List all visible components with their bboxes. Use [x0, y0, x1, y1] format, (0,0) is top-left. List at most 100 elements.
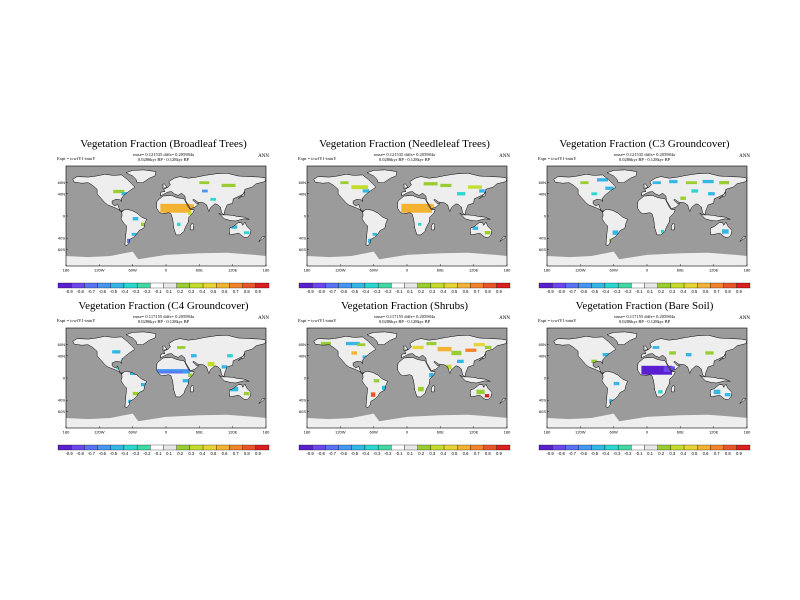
anomaly-layer	[320, 341, 492, 398]
anomaly-patch	[702, 179, 714, 184]
colorbar: -0.9 -0.8 -0.7 -0.6 -0.5 -0.4 -0.3 -0.2 -0.1 0.1 0…	[298, 444, 511, 456]
coastline-madagascar	[190, 222, 195, 231]
coastline-layer	[313, 169, 508, 246]
anomaly-patch	[484, 394, 490, 398]
coastline-madagascar	[431, 222, 436, 231]
colorbar-label: -0.9	[66, 451, 74, 456]
anomaly-patch	[445, 364, 452, 370]
ann-label: ANN	[739, 154, 750, 159]
colorbar-swatch	[697, 282, 711, 289]
anomaly-patch	[188, 373, 193, 377]
panel-title: Vegetation Fraction (Needleleaf Trees)	[319, 138, 490, 150]
anomaly-patch	[476, 389, 485, 395]
colorbar-swatch	[110, 282, 125, 289]
coastline-indonesia	[459, 212, 491, 222]
colorbar-label: 0.2	[658, 451, 664, 456]
colorbar-label: 0.3	[188, 451, 194, 456]
panel-title: Vegetation Fraction (Shrubs)	[340, 300, 469, 312]
colorbar-swatch	[552, 444, 566, 451]
lat-label: 60S	[58, 409, 65, 414]
anomaly-patch	[382, 385, 388, 391]
colorbar-label: -0.8	[318, 289, 326, 294]
lon-label: 120W	[94, 268, 105, 273]
coastline-greenland	[125, 331, 157, 345]
colorbar-swatch	[683, 282, 698, 289]
colorbar-swatch	[710, 444, 724, 451]
land-layer	[547, 169, 747, 266]
lon-label: 180	[304, 268, 311, 273]
colorbar-swatch	[578, 444, 592, 451]
time-range-label: 0.0286kyr BP - 0.128kyr BP	[378, 319, 431, 324]
continent-south-america	[362, 371, 388, 408]
colorbar-swatch	[202, 282, 217, 289]
anomaly-patch	[221, 365, 228, 369]
colorbar-label: 0.3	[188, 289, 194, 294]
expt-label: Expt = tcwfY1-tniuY	[57, 156, 96, 161]
lat-label: 60N	[58, 342, 65, 347]
coastline-north-america	[553, 174, 617, 212]
anomaly-patch	[141, 222, 146, 226]
anomaly-patch	[605, 186, 614, 190]
lat-label: 40N	[58, 353, 65, 358]
colorbar-swatch	[229, 444, 243, 451]
colorbar-label: 0.4	[440, 451, 446, 456]
panel-bare-soil: Vegetation Fraction (Bare Soil) rmse= 0.…	[537, 300, 752, 475]
coastline-north-america	[72, 174, 136, 212]
continent-north-america	[553, 336, 616, 374]
colorbar-swatch	[417, 282, 432, 289]
colorbar-swatch	[683, 444, 698, 451]
lon-label: 120W	[335, 430, 346, 435]
lat-label: 40N	[539, 191, 546, 196]
colorbar-label: -0.4	[602, 451, 610, 456]
lon-label: 60E	[677, 268, 684, 273]
lat-label: 40N	[299, 353, 306, 358]
coastline-south-america	[120, 371, 147, 408]
continent-antarctica	[547, 413, 747, 428]
colorbar-label: 0.1	[407, 289, 413, 294]
coastline-africa	[156, 357, 195, 398]
colorbar-label: 0.6	[222, 289, 228, 294]
colorbar-swatch	[670, 444, 685, 451]
anomaly-patch	[401, 203, 432, 213]
colorbar-swatch	[670, 282, 685, 289]
anomaly-patch	[722, 229, 729, 234]
colorbar-label: -0.3	[132, 289, 140, 294]
anomaly-patch	[468, 185, 482, 189]
coastline-madagascar	[190, 384, 195, 393]
lon-label: 180	[744, 268, 751, 273]
lat-label: 0	[304, 376, 307, 381]
colorbar-swatch	[710, 282, 724, 289]
colorbar: -0.9 -0.8 -0.7 -0.6 -0.5 -0.4 -0.3 -0.2 -0.1 0.1 0…	[57, 444, 270, 456]
colorbar-swatch	[97, 444, 111, 451]
colorbar-swatch	[57, 282, 72, 289]
coastline-eurasia	[401, 172, 508, 216]
coastline-japan	[238, 352, 246, 361]
ann-label: ANN	[739, 316, 750, 321]
colorbar-label: 0.9	[496, 451, 502, 456]
coastline-uk	[403, 345, 408, 351]
coastline-uk	[403, 183, 408, 189]
anomaly-patch	[652, 346, 660, 349]
anomaly-patch	[437, 346, 452, 352]
panel-title: Vegetation Fraction (C4 Groundcover)	[78, 300, 249, 312]
time-range-label: 0.0286kyr BP - 0.128kyr BP	[378, 157, 431, 162]
anomaly-patch	[243, 231, 250, 235]
anomaly-patch	[362, 355, 367, 359]
continent-antarctica	[547, 251, 747, 266]
panel-title: Vegetation Fraction (Broadleaf Trees)	[80, 138, 247, 150]
panel-shrubs: Vegetation Fraction (Shrubs) rmse= 0.117…	[297, 300, 512, 475]
colorbar-swatch	[110, 444, 125, 451]
continent-antarctica	[307, 413, 507, 428]
coastline-uk	[162, 345, 167, 351]
colorbar-label: -0.3	[613, 289, 621, 294]
anomaly-patch	[685, 181, 697, 185]
anomaly-patch	[177, 346, 186, 349]
anomaly-patch	[658, 390, 663, 394]
coastline-japan	[238, 190, 246, 199]
coastline-australia	[229, 383, 252, 400]
colorbar-swatch	[351, 282, 366, 289]
expt-label: Expt = tcwfY1-tniuY	[57, 318, 96, 323]
anomaly-patch	[210, 197, 216, 201]
colorbar-swatch	[123, 282, 138, 289]
anomaly-patch	[724, 393, 731, 397]
